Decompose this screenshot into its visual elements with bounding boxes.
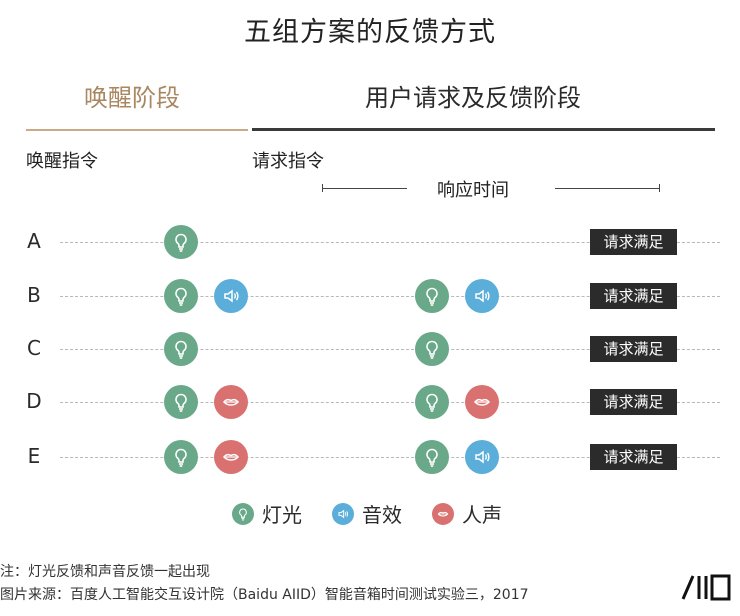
lightbulb-icon bbox=[232, 502, 254, 525]
phase-wake-label: 唤醒阶段 bbox=[84, 84, 180, 112]
row-dashed-line bbox=[60, 457, 720, 458]
legend-label-light: 灯光 bbox=[262, 503, 302, 527]
request-command-label: 请求指令 bbox=[252, 151, 324, 172]
speaker-icon bbox=[214, 279, 248, 313]
footnote: 注：灯光反馈和声音反馈一起出现 bbox=[0, 564, 210, 580]
response-time-line-left bbox=[322, 188, 407, 189]
lightbulb-icon bbox=[164, 279, 198, 313]
response-time-line-right bbox=[555, 188, 660, 189]
wake-command-label: 唤醒指令 bbox=[26, 151, 98, 172]
legend-item-voice: 人声 bbox=[432, 499, 502, 528]
legend-item-sound: 音效 bbox=[332, 499, 402, 528]
source-note: 图片来源：百度人工智能交互设计院（Baidu AIID）智能音箱时间测试实验三，… bbox=[0, 587, 529, 603]
lips-icon bbox=[432, 502, 454, 525]
lips-icon bbox=[214, 385, 248, 419]
speaker-icon bbox=[465, 440, 499, 474]
lightbulb-icon bbox=[164, 225, 198, 259]
lightbulb-icon bbox=[164, 440, 198, 474]
row-label: B bbox=[27, 283, 41, 307]
lightbulb-icon bbox=[415, 332, 449, 366]
lightbulb-icon bbox=[415, 385, 449, 419]
legend-label-sound: 音效 bbox=[362, 503, 402, 527]
row-dashed-line bbox=[60, 242, 720, 243]
request-fulfilled-badge: 请求满足 bbox=[590, 444, 677, 470]
lips-icon bbox=[214, 440, 248, 474]
speaker-icon bbox=[332, 502, 354, 525]
row-dashed-line bbox=[60, 349, 720, 350]
legend: 灯光 音效 人声 bbox=[232, 499, 502, 528]
phase-wake-underline bbox=[26, 129, 248, 131]
row-dashed-line bbox=[60, 296, 720, 297]
lightbulb-icon bbox=[164, 385, 198, 419]
request-fulfilled-badge: 请求满足 bbox=[590, 229, 677, 255]
row-label: D bbox=[26, 389, 42, 413]
lightbulb-icon bbox=[415, 440, 449, 474]
diagram-title: 五组方案的反馈方式 bbox=[244, 17, 496, 48]
legend-item-light: 灯光 bbox=[232, 499, 302, 528]
row-label: E bbox=[27, 444, 41, 468]
speaker-icon bbox=[465, 279, 499, 313]
legend-label-voice: 人声 bbox=[462, 503, 502, 527]
lightbulb-icon bbox=[164, 332, 198, 366]
row-dashed-line bbox=[60, 402, 720, 403]
request-fulfilled-badge: 请求满足 bbox=[590, 283, 677, 309]
row-label: A bbox=[27, 229, 41, 253]
request-fulfilled-badge: 请求满足 bbox=[590, 336, 677, 362]
brand-logo bbox=[680, 573, 732, 601]
response-time-label: 响应时间 bbox=[437, 180, 509, 201]
request-fulfilled-badge: 请求满足 bbox=[590, 389, 677, 415]
lightbulb-icon bbox=[415, 279, 449, 313]
lips-icon bbox=[465, 385, 499, 419]
phase-user-label: 用户请求及反馈阶段 bbox=[365, 84, 581, 112]
row-label: C bbox=[27, 336, 41, 360]
response-time-tick-right bbox=[659, 184, 660, 192]
response-time-tick-left bbox=[322, 184, 323, 192]
phase-user-underline bbox=[252, 128, 715, 131]
